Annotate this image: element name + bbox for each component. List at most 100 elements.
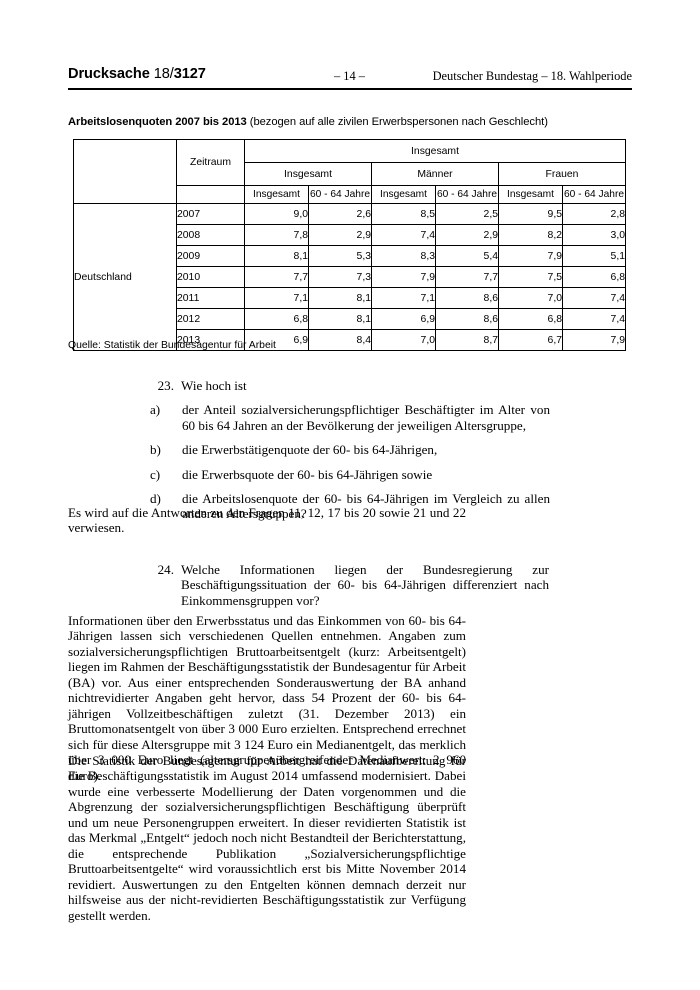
cell-year: 2011 bbox=[176, 287, 245, 309]
cell-value: 7,4 bbox=[562, 308, 626, 330]
cell-value: 7,7 bbox=[244, 266, 309, 288]
cell-year: 2010 bbox=[176, 266, 245, 288]
cell-value: 7,9 bbox=[562, 329, 626, 351]
header-rule bbox=[68, 88, 632, 90]
header-group-insgesamt: Insgesamt bbox=[244, 162, 372, 186]
question-23-item-d-text: die Arbeitslosenquote der 60- bis 64-Jäh… bbox=[182, 491, 550, 522]
cell-value: 8,3 bbox=[371, 245, 436, 267]
header-sub-6064-2: 60 - 64 Jahre bbox=[562, 185, 626, 204]
question-23-item-a-text: der Anteil sozialversicherungspflichtige… bbox=[182, 402, 550, 433]
cell-value: 9,5 bbox=[498, 203, 563, 225]
answer-23-paragraph: Es wird auf die Antworten zu den Fragen … bbox=[68, 505, 466, 536]
publication-title: Deutscher Bundestag – 18. Wahlperiode bbox=[432, 69, 632, 83]
table-row: 2013 6,9 8,4 7,0 8,7 6,7 7,9 bbox=[74, 329, 626, 351]
cell-year: 2007 bbox=[176, 203, 245, 225]
cell-value: 6,7 bbox=[498, 329, 563, 351]
question-23-item-b-text: die Erwerbstätigenquote der 60- bis 64-J… bbox=[182, 442, 438, 458]
cell-value: 8,4 bbox=[308, 329, 372, 351]
question-23-item-a-label: a) bbox=[150, 402, 161, 418]
header-zeitraum: Zeitraum bbox=[176, 139, 245, 186]
header-group-insgesamt-top: Insgesamt bbox=[244, 139, 626, 163]
cell-value: 7,9 bbox=[498, 245, 563, 267]
cell-value: 5,1 bbox=[562, 245, 626, 267]
cell-value: 7,8 bbox=[244, 224, 309, 246]
cell-value: 7,3 bbox=[308, 266, 372, 288]
cell-value: 2,9 bbox=[435, 224, 499, 246]
cell-value: 5,4 bbox=[435, 245, 499, 267]
question-23-stem: Wie hoch ist bbox=[181, 378, 247, 393]
table-body: Deutschland 2007 9,0 2,6 8,5 2,5 9,5 2,8… bbox=[73, 203, 626, 351]
question-24-row: 24. Welche Informationen liegen der Bunde… bbox=[150, 562, 549, 608]
cell-value: 2,8 bbox=[562, 203, 626, 225]
drucksache-number: 3127 bbox=[173, 66, 206, 82]
question-23-item-d: d) die Arbeitslosenquote der 60- bis 64-J… bbox=[150, 491, 550, 522]
header-region-blank bbox=[73, 139, 177, 204]
cell-value: 8,1 bbox=[308, 308, 372, 330]
cell-value: 7,1 bbox=[244, 287, 309, 309]
cell-value: 7,1 bbox=[371, 287, 436, 309]
header-sub-6064-0: 60 - 64 Jahre bbox=[308, 185, 372, 204]
cell-year: 2008 bbox=[176, 224, 245, 246]
question-23-item-c-label: c) bbox=[150, 466, 161, 482]
cell-value: 7,5 bbox=[498, 266, 563, 288]
cell-value: 8,1 bbox=[244, 245, 309, 267]
question-23-item-d-label: d) bbox=[150, 491, 161, 507]
cell-value: 8,5 bbox=[371, 203, 436, 225]
question-23-item-c: c) die Erwerbsquote der 60- bis 64-Jährig… bbox=[150, 467, 550, 482]
table-row: 2011 7,1 8,1 7,1 8,6 7,0 7,4 bbox=[74, 287, 626, 309]
cell-value: 6,8 bbox=[498, 308, 563, 330]
table-source-note: Quelle: Statistik der Bundesagentur für … bbox=[68, 340, 276, 351]
table-row: 2010 7,7 7,3 7,9 7,7 7,5 6,8 bbox=[74, 266, 626, 288]
question-23-item-b: b) die Erwerbstätigenquote der 60- bis 64… bbox=[150, 442, 550, 457]
question-24: 24. Welche Informationen liegen der Bunde… bbox=[150, 562, 550, 608]
cell-value: 8,6 bbox=[435, 287, 499, 309]
header-sub-zeitraum-blank bbox=[176, 185, 245, 204]
cell-value: 2,9 bbox=[308, 224, 372, 246]
question-23: 23. Wie hoch ist a) der Anteil sozialversi… bbox=[150, 378, 550, 522]
cell-value: 2,5 bbox=[435, 203, 499, 225]
cell-value: 7,9 bbox=[371, 266, 436, 288]
drucksache-label: Drucksache bbox=[68, 66, 150, 82]
table-head: Zeitraum Insgesamt Insgesamt Männer Frau… bbox=[73, 139, 626, 204]
unemployment-rate-table: Zeitraum Insgesamt Insgesamt Männer Frau… bbox=[73, 139, 626, 351]
cell-value: 7,4 bbox=[371, 224, 436, 246]
cell-value: 7,0 bbox=[371, 329, 436, 351]
answer-24-paragraph-1: Informationen über den Erwerbsstatus und… bbox=[68, 613, 466, 783]
cell-value: 7,7 bbox=[435, 266, 499, 288]
question-24-text: Welche Informationen liegen der Bundesre… bbox=[181, 562, 549, 608]
header-sub-insgesamt-1: Insgesamt bbox=[371, 185, 436, 204]
question-24-number: 24. bbox=[157, 562, 174, 577]
table-header-row-top: Zeitraum Insgesamt bbox=[73, 139, 626, 204]
table-row: Deutschland 2007 9,0 2,6 8,5 2,5 9,5 2,8 bbox=[73, 203, 626, 351]
drucksache-identifier: Drucksache 18/3127 bbox=[68, 66, 206, 82]
header-group-frauen: Frauen bbox=[498, 162, 626, 186]
header-sub-insgesamt-0: Insgesamt bbox=[244, 185, 309, 204]
table-caption-rest: (bezogen auf alle zivilen Erwerbspersone… bbox=[246, 116, 548, 128]
cell-value: 8,7 bbox=[435, 329, 499, 351]
header-group-maenner: Männer bbox=[371, 162, 499, 186]
cell-value: 2,6 bbox=[308, 203, 372, 225]
drucksache-period: 18/ bbox=[153, 66, 174, 82]
question-23-number: 23. bbox=[157, 378, 174, 393]
table-caption-bold: Arbeitslosenquoten 2007 bis 2013 bbox=[68, 116, 247, 128]
question-23-stem-row: 23. Wie hoch ist bbox=[150, 378, 550, 393]
header-sub-6064-1: 60 - 64 Jahre bbox=[435, 185, 499, 204]
cell-value: 6,8 bbox=[244, 308, 309, 330]
cell-value: 8,2 bbox=[498, 224, 563, 246]
page-number: – 14 – bbox=[334, 69, 365, 83]
cell-year: 2012 bbox=[176, 308, 245, 330]
cell-value: 6,8 bbox=[562, 266, 626, 288]
cell-value: 6,9 bbox=[371, 308, 436, 330]
cell-year: 2009 bbox=[176, 245, 245, 267]
cell-value: 8,6 bbox=[435, 308, 499, 330]
cell-value: 8,1 bbox=[308, 287, 372, 309]
header-sub-insgesamt-2: Insgesamt bbox=[498, 185, 563, 204]
cell-value: 9,0 bbox=[244, 203, 309, 225]
question-23-item-c-text: die Erwerbsquote der 60- bis 64-Jährigen… bbox=[182, 466, 433, 482]
cell-value: 5,3 bbox=[308, 245, 372, 267]
table-caption: Arbeitslosenquoten 2007 bis 2013 (bezoge… bbox=[68, 116, 548, 128]
answer-24-paragraph-2: Die Statistik der Bundesagentur für Arbe… bbox=[68, 753, 466, 923]
cell-value: 7,4 bbox=[562, 287, 626, 309]
cell-region-deutschland: Deutschland bbox=[73, 203, 177, 351]
cell-value: 3,0 bbox=[562, 224, 626, 246]
